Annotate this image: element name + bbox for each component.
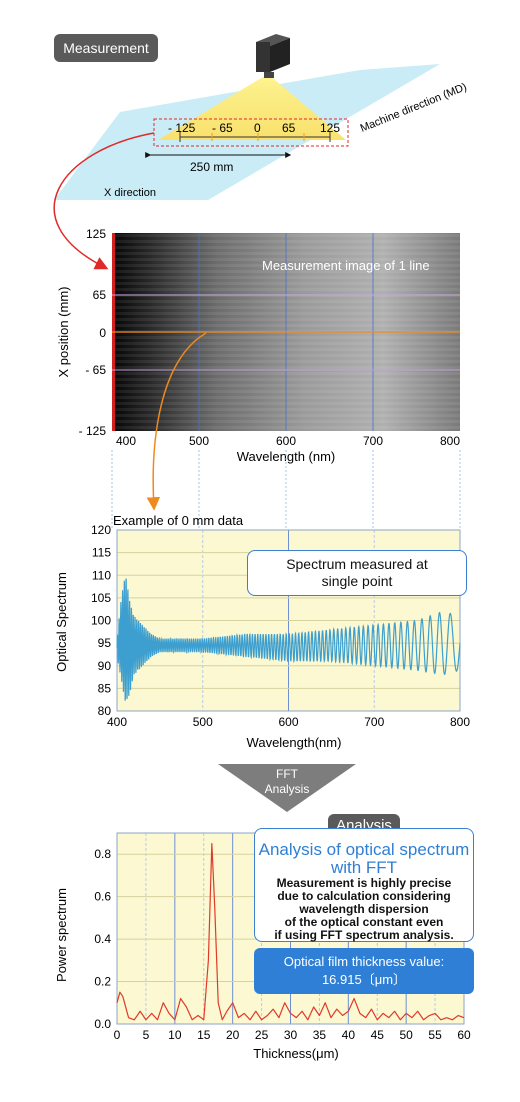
fft-arrow-line2: Analysis [265,782,310,796]
power-x-tick-label: 30 [284,1028,298,1042]
thickness-box-line2: 16.915〔μm〕 [321,972,407,987]
power-y-tick-label: 0.2 [94,975,111,989]
power-x-tick-label: 35 [313,1028,327,1042]
power-x-tick-label: 60 [457,1028,471,1042]
image-ytick-neg125: - 125 [79,424,107,438]
power-x-tick-label: 45 [371,1028,385,1042]
spectrum-callout-line2: single point [321,573,393,589]
power-x-tick-label: 25 [255,1028,269,1042]
power-x-tick-label: 20 [226,1028,240,1042]
scan-line-box [153,118,349,147]
scale-label-0: 0 [254,121,261,135]
analysis-body-line2: due to calculation considering [277,889,451,903]
spectrum-title: Example of 0 mm data [113,513,244,528]
image-ytick-0: 0 [99,326,106,340]
spectrum-x-tick-label: 600 [278,715,298,729]
red-curve-arrow [53,132,155,270]
power-y-tick-label: 0.4 [94,932,111,946]
analysis-body-line4: of the optical constant even [284,915,444,929]
spectrum-y-tick-label: 100 [91,614,111,628]
analysis-box: Analysis of optical spectrum with FFT Me… [254,828,474,942]
power-ylabel: Power spectrum [54,888,69,982]
spectrum-y-tick-label: 105 [91,591,111,605]
spectrum-y-tick-label: 90 [98,659,112,673]
spectrum-x-tick-label: 800 [450,715,470,729]
image-xlabel: Wavelength (nm) [237,449,336,464]
scale-ticks [211,133,305,141]
power-x-tick-label: 50 [399,1028,413,1042]
connector-lines [111,450,461,530]
power-x-tick-label: 40 [342,1028,356,1042]
power-x-tick-label: 10 [168,1028,182,1042]
image-xtick-500: 500 [189,434,209,448]
x-direction-label: X direction [104,187,156,199]
camera-beam [158,74,346,140]
measurement-badge: Measurement [54,34,158,62]
power-x-tick-label: 5 [143,1028,150,1042]
spectrum-frame [116,529,461,712]
fft-arrow-shape [218,764,356,812]
spectrum-x-tick-label: 500 [193,715,213,729]
analysis-body-line3: wavelength dispersion [299,902,429,916]
image-xtick-800: 800 [440,434,460,448]
image-ylabel: X position (mm) [56,286,71,377]
image-overlay-text: Measurement image of 1 line [262,258,430,273]
spectrum-y-tick-label: 95 [98,636,112,650]
scale-label-65: 65 [282,121,296,135]
width-label: 250 mm [190,160,233,174]
fft-arrow-line1: FFT [276,767,299,781]
thickness-box-line1: Optical film thickness value: [283,954,445,969]
camera-icon [256,34,290,78]
image-ytick-125: 125 [86,227,106,241]
spectrum-callout: Spectrum measured at single point [247,550,467,596]
scale-label-neg65: - 65 [212,121,233,135]
spectrum-y-tick-label: 115 [92,546,111,560]
power-y-tick-label: 0.0 [94,1017,111,1031]
power-series-line [116,843,465,1021]
power-x-tick-label: 55 [428,1028,442,1042]
spectrum-y-tick-label: 110 [92,568,111,582]
spectrum-x-tick-label: 400 [107,715,127,729]
analysis-body-line5: if using FFT spectrum analysis. [274,928,454,942]
spectrum-y-tick-label: 85 [98,681,112,695]
power-xlabel: Thickness(μm) [253,1046,339,1061]
image-xtick-400: 400 [116,434,136,448]
spectrum-callout-line1: Spectrum measured at [286,556,428,572]
image-ytick-neg65: - 65 [85,363,106,377]
spectrum-x-tick-label: 700 [364,715,384,729]
image-xtick-700: 700 [363,434,383,448]
spectrum-xlabel: Wavelength(nm) [247,735,342,750]
image-gridlines [112,233,460,431]
image-xtick-600: 600 [276,434,296,448]
spectrum-series-line [116,578,461,701]
power-y-tick-label: 0.8 [94,847,111,861]
scale-label-125: 125 [320,121,340,135]
scale-label-neg125: - 125 [168,121,196,135]
power-y-tick-label: 0.6 [94,890,111,904]
orange-curve-arrow [146,332,207,511]
analysis-title-line2: with FFT [330,858,398,877]
spectrum-y-tick-label: 80 [98,704,112,718]
power-x-tick-label: 0 [114,1028,121,1042]
power-x-tick-label: 15 [197,1028,211,1042]
spectrum-ylabel: Optical Spectrum [54,572,69,672]
analysis-title-line1: Analysis of optical spectrum [258,840,470,859]
spectrum-y-tick-label: 120 [91,523,111,537]
analysis-body-line1: Measurement is highly precise [276,876,452,890]
thickness-box: Optical film thickness value: 16.915〔μm〕 [254,948,474,994]
image-ytick-65: 65 [93,288,107,302]
